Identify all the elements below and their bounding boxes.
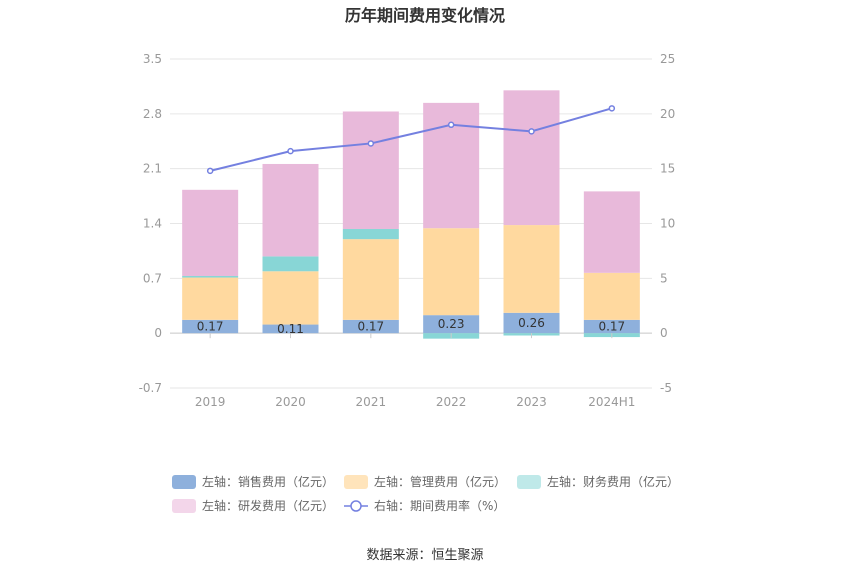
chart-title: 历年期间费用变化情况 bbox=[345, 6, 505, 25]
data-label: 0.17 bbox=[357, 320, 384, 334]
left-tick-label: 1.4 bbox=[143, 217, 162, 231]
rate-point bbox=[447, 121, 455, 129]
bar-segment-2-2024H1 bbox=[583, 272, 640, 320]
left-tick-label: -0.7 bbox=[139, 381, 162, 395]
bar-segment-4-2023 bbox=[503, 90, 560, 226]
left-tick-label: 0 bbox=[154, 326, 162, 340]
left-axis: 3.5 2.8 2.1 1.4 0.7 0 -0.7 bbox=[139, 52, 162, 395]
legend-swatch bbox=[344, 475, 368, 489]
right-tick-label: 25 bbox=[660, 52, 675, 66]
x-tick-label: 2021 bbox=[356, 395, 387, 409]
legend-label: 左轴：研发费用（亿元） bbox=[202, 498, 334, 513]
legend-item: 左轴：销售费用（亿元） bbox=[172, 474, 334, 489]
right-tick-label: 5 bbox=[660, 271, 668, 285]
bar-segment-1-2019 bbox=[182, 319, 239, 334]
bar-segment-4-2019 bbox=[182, 189, 239, 276]
bar-segment-2-2021 bbox=[342, 239, 399, 320]
bar-segment-4-2020 bbox=[262, 163, 319, 257]
bar-segment-3-2020 bbox=[262, 256, 319, 272]
x-tick-label: 2019 bbox=[195, 395, 226, 409]
bar-segment-1-2021 bbox=[342, 319, 399, 334]
legend-item: 左轴：财务费用（亿元） bbox=[517, 474, 679, 489]
bar-segment-4-2021 bbox=[342, 111, 399, 229]
legend-item: 左轴：管理费用（亿元） bbox=[344, 474, 506, 489]
rate-point bbox=[608, 105, 616, 112]
rate-point bbox=[287, 147, 294, 155]
x-axis: 2019 2020 2021 2022 2023 2024H1 bbox=[195, 333, 635, 409]
legend-label: 左轴：销售费用（亿元） bbox=[202, 474, 334, 489]
rate-line bbox=[206, 105, 616, 175]
legend-label: 左轴：财务费用（亿元） bbox=[547, 474, 679, 489]
right-tick-label: 10 bbox=[660, 217, 675, 231]
bar-segment-2-2023 bbox=[503, 225, 560, 313]
data-label: 0.26 bbox=[518, 316, 545, 330]
legend-item: 右轴：期间费用率（%） bbox=[344, 498, 505, 513]
right-tick-label: 15 bbox=[660, 162, 675, 176]
legend-label: 左轴：管理费用（亿元） bbox=[374, 474, 506, 489]
bar-segment-3-2021 bbox=[342, 228, 399, 240]
data-labels: 0.17 0.11 0.17 0.23 0.26 0.17 bbox=[197, 316, 625, 336]
legend: 左轴：销售费用（亿元） 左轴：管理费用（亿元） 左轴：财务费用（亿元） 左轴：研发费用… bbox=[172, 474, 679, 513]
grid bbox=[170, 58, 652, 389]
bar-segment-2-2022 bbox=[423, 228, 480, 316]
data-label: 0.11 bbox=[277, 322, 304, 336]
left-tick-label: 2.1 bbox=[143, 162, 162, 176]
left-tick-label: 3.5 bbox=[143, 52, 162, 66]
bars bbox=[182, 90, 640, 339]
data-label: 0.17 bbox=[598, 320, 625, 334]
bar-segment-1-2023 bbox=[503, 312, 560, 334]
legend-swatch bbox=[172, 475, 196, 489]
legend-swatch bbox=[517, 475, 541, 489]
x-tick-label: 2022 bbox=[436, 395, 467, 409]
right-tick-label: -5 bbox=[660, 381, 672, 395]
source-note: 数据来源：恒生聚源 bbox=[366, 548, 483, 563]
left-tick-label: 2.8 bbox=[143, 107, 162, 121]
legend-swatch bbox=[172, 499, 196, 513]
bar-segment-2-2020 bbox=[262, 271, 319, 325]
x-tick-label: 2024H1 bbox=[588, 395, 635, 409]
rate-point bbox=[528, 128, 535, 135]
legend-label: 右轴：期间费用率（%） bbox=[374, 498, 505, 513]
bar-segment-1-2020 bbox=[262, 324, 319, 334]
bar-segment-3-2019 bbox=[182, 275, 239, 278]
right-tick-label: 0 bbox=[660, 326, 668, 340]
rate-line-path bbox=[209, 107, 613, 172]
data-label: 0.23 bbox=[438, 317, 465, 331]
bar-segment-1-2024H1 bbox=[583, 319, 640, 334]
x-tick-label: 2020 bbox=[275, 395, 306, 409]
legend-marker bbox=[350, 500, 362, 512]
bar-segment-4-2024H1 bbox=[583, 191, 640, 273]
left-tick-label: 0.7 bbox=[143, 271, 162, 285]
rate-point bbox=[206, 167, 214, 175]
x-tick-label: 2023 bbox=[516, 395, 547, 409]
legend-item: 左轴：研发费用（亿元） bbox=[172, 498, 334, 513]
bar-segment-2-2019 bbox=[182, 277, 239, 320]
bar-segment-1-2022 bbox=[423, 315, 480, 334]
rate-point bbox=[367, 140, 375, 147]
right-tick-label: 20 bbox=[660, 107, 675, 121]
data-label: 0.17 bbox=[197, 320, 224, 334]
right-axis: 25 20 15 10 5 0 -5 bbox=[660, 52, 675, 395]
